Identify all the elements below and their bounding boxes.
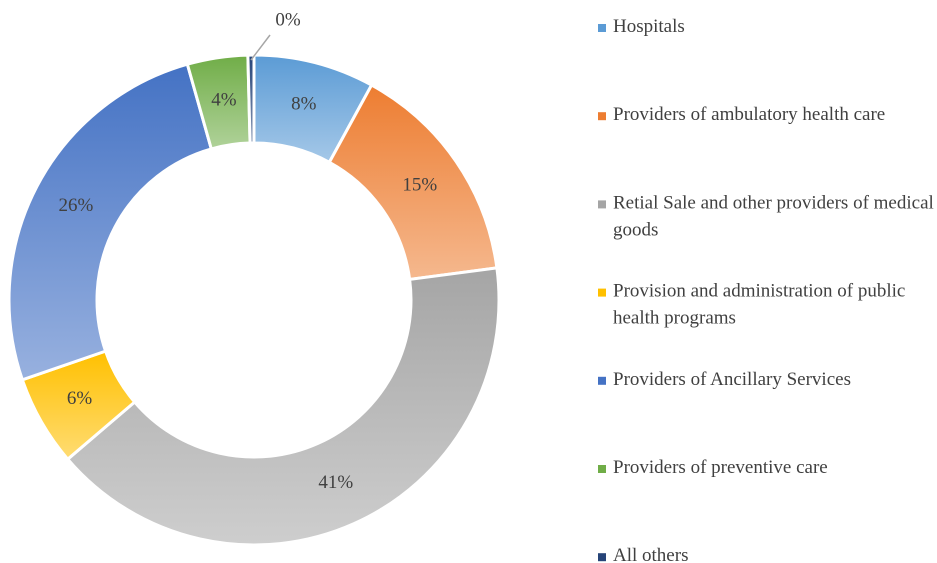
legend-label: Providers of ambulatory health care — [613, 105, 885, 126]
legend-swatch — [598, 288, 606, 297]
legend-label: All others — [613, 546, 688, 563]
data-label: 4% — [211, 90, 237, 111]
legend-swatch — [598, 200, 606, 209]
donut-slice — [7, 62, 214, 382]
data-label: 15% — [402, 175, 437, 196]
legend-swatch — [598, 376, 606, 385]
data-label: 6% — [67, 388, 93, 409]
legend-label: Hospitals — [613, 16, 685, 37]
legend-swatch — [598, 553, 606, 562]
leader-line — [250, 34, 271, 61]
donut-slice — [246, 53, 256, 145]
data-label: 0% — [275, 9, 301, 30]
legend-swatch — [598, 465, 606, 473]
data-label: 26% — [58, 195, 93, 216]
data-label: 41% — [318, 472, 353, 493]
legend-label: Providers of preventive care — [613, 457, 828, 478]
legend-swatch — [598, 24, 606, 32]
legend-swatch — [598, 112, 606, 121]
legend-label: Provision and administration of public he… — [613, 281, 905, 329]
legend-label: Providers of Ancillary Services — [613, 369, 851, 390]
donut-slice — [65, 266, 501, 547]
legend-label: Retial Sale and other providers of medic… — [613, 193, 934, 241]
data-label: 8% — [291, 94, 317, 115]
